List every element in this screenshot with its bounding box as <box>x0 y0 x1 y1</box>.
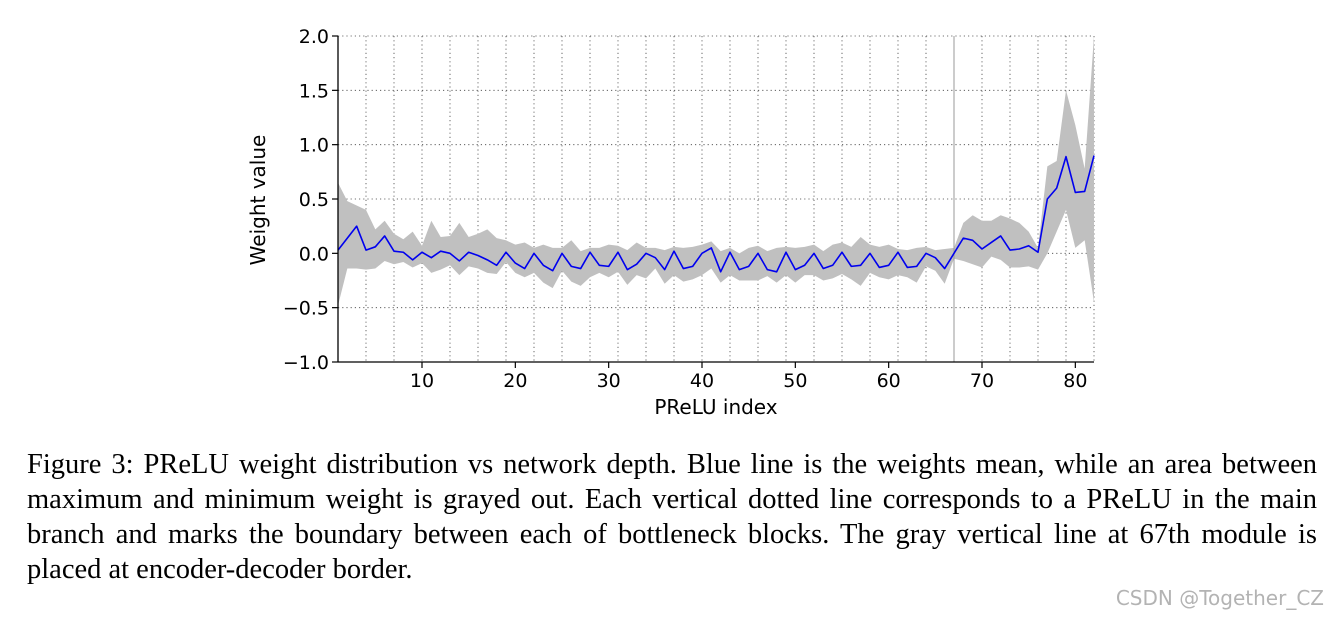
y-tick-label: 1.5 <box>299 80 329 102</box>
x-axis-title: PReLU index <box>654 395 777 419</box>
grid-lines <box>337 35 1095 363</box>
x-axis-ticks: 10 20 30 40 50 60 70 80 <box>410 362 1087 392</box>
x-tick-label: 80 <box>1063 370 1087 392</box>
min-max-band <box>338 36 1094 306</box>
y-tick-label: 2.0 <box>299 26 329 48</box>
x-tick-label: 10 <box>410 370 434 392</box>
x-tick-label: 20 <box>503 370 527 392</box>
x-tick-label: 50 <box>783 370 807 392</box>
prelu-weight-chart: 10 20 30 40 50 60 70 80 −1.0 −0.5 0.0 0.5 1.0 1.5 2.0… <box>246 26 1095 419</box>
weights-mean-line <box>337 155 1095 273</box>
figure-caption: Figure 3: PReLU weight distribution vs n… <box>27 449 1317 585</box>
y-tick-label: 0.5 <box>299 189 329 211</box>
x-tick-label: 60 <box>877 370 901 392</box>
y-tick-label: 1.0 <box>299 135 329 157</box>
x-tick-label: 70 <box>970 370 994 392</box>
y-tick-label: 0.0 <box>299 243 329 265</box>
y-axis-ticks: −1.0 −0.5 0.0 0.5 1.0 1.5 2.0 <box>283 26 338 374</box>
x-tick-label: 40 <box>690 370 714 392</box>
y-tick-label: −0.5 <box>283 298 329 320</box>
y-axis-title: Weight value <box>246 135 270 266</box>
x-tick-label: 30 <box>597 370 621 392</box>
y-tick-label: −1.0 <box>283 352 329 374</box>
watermark: CSDN @Together_CZ <box>1115 586 1324 610</box>
